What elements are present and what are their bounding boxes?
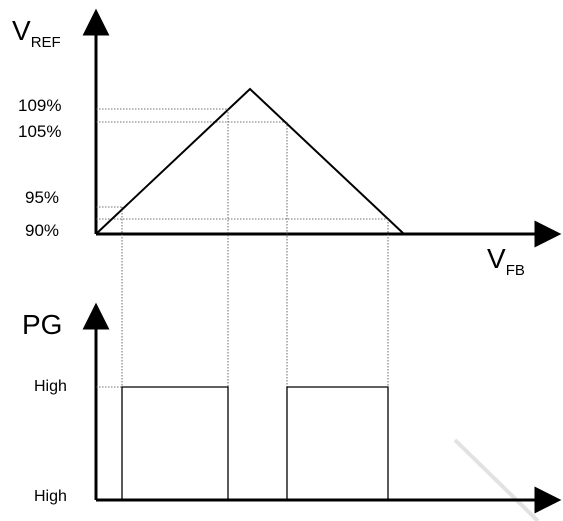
level-label-high-bottom: High (34, 488, 67, 505)
level-label-90: 90% (25, 221, 59, 240)
pg-pulse-2 (286, 386, 389, 500)
vref-triangle-curve (95, 87, 405, 235)
level-label-109: 109% (18, 96, 61, 115)
top-x-axis-label: VFB (487, 243, 525, 279)
pg-pulse-1 (121, 386, 229, 500)
top-y-axis-label: VREF (12, 15, 61, 51)
bottom-y-axis-label: PG (22, 309, 62, 340)
top-chart: 109% 105% 95% 90% VREF VFB (12, 8, 562, 279)
watermark-line (453, 438, 540, 521)
level-label-high-top: High (34, 378, 67, 395)
bottom-chart: PG High High (22, 302, 562, 514)
level-label-105: 105% (18, 122, 61, 141)
vertical-connectors (121, 109, 389, 387)
level-label-95: 95% (25, 188, 59, 207)
